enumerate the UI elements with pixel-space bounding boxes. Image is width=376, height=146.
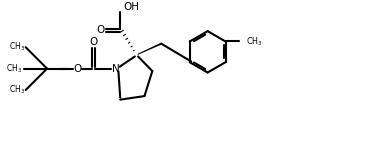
Text: O: O: [97, 25, 105, 35]
Text: CH$_3$: CH$_3$: [6, 62, 22, 75]
Text: O: O: [73, 64, 82, 74]
Text: CH$_3$: CH$_3$: [246, 35, 263, 48]
Text: CH$_3$: CH$_3$: [9, 41, 26, 53]
Text: O: O: [89, 37, 98, 47]
Text: N: N: [112, 64, 120, 74]
Text: OH: OH: [124, 1, 140, 12]
Text: CH$_3$: CH$_3$: [9, 84, 26, 96]
Polygon shape: [137, 43, 161, 55]
